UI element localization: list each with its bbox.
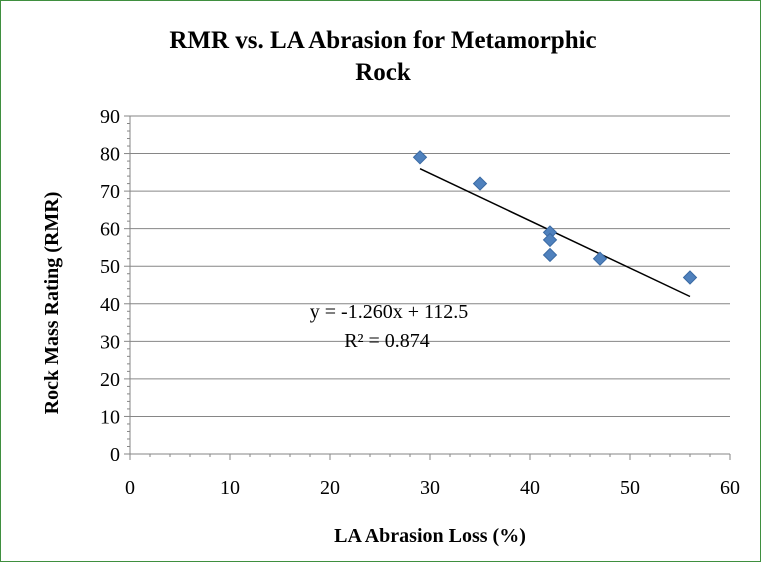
y-tick-label-0: 0 bbox=[110, 444, 120, 466]
trendline-r-squared: R² = 0.874 bbox=[344, 330, 430, 352]
data-point-3 bbox=[542, 232, 558, 248]
data-point-5 bbox=[592, 251, 608, 266]
data-point-1 bbox=[472, 176, 488, 191]
y-tick-label-9: 90 bbox=[100, 106, 120, 128]
x-tick-label-1: 10 bbox=[220, 477, 240, 499]
y-tick-label-3: 30 bbox=[100, 331, 120, 353]
x-tick-label-0: 0 bbox=[125, 477, 135, 499]
x-tick-label-4: 40 bbox=[520, 477, 540, 499]
y-tick-label-7: 70 bbox=[100, 181, 120, 203]
y-axis-label: Rock Mass Rating (RMR) bbox=[41, 192, 63, 415]
x-tick-labels: 0 10 20 30 40 50 60 bbox=[125, 477, 740, 499]
axes bbox=[124, 115, 731, 460]
y-tick-label-8: 80 bbox=[100, 144, 120, 166]
x-tick-label-5: 50 bbox=[620, 477, 640, 499]
y-tick-label-1: 10 bbox=[100, 406, 120, 428]
y-tick-label-4: 40 bbox=[100, 294, 120, 316]
chart-title-line1: RMR vs. LA Abrasion for Metamorphic bbox=[169, 27, 596, 54]
trendline-equation: y = -1.260x + 112.5 bbox=[310, 301, 468, 323]
data-points bbox=[412, 150, 698, 285]
data-point-4 bbox=[542, 247, 558, 263]
x-tick-label-6: 60 bbox=[720, 477, 740, 499]
data-point-6 bbox=[682, 270, 698, 285]
y-tick-label-2: 20 bbox=[100, 369, 120, 391]
chart-title-line2: Rock bbox=[355, 59, 411, 86]
y-tick-labels: 0 10 20 30 40 50 60 70 80 90 bbox=[100, 106, 120, 466]
y-tick-label-6: 60 bbox=[100, 219, 120, 241]
x-axis-label: LA Abrasion Loss (%) bbox=[334, 525, 526, 547]
x-tick-label-3: 30 bbox=[420, 477, 440, 499]
x-tick-label-2: 20 bbox=[320, 477, 340, 499]
y-tick-label-5: 50 bbox=[100, 256, 120, 278]
gridlines bbox=[130, 115, 730, 417]
data-point-0 bbox=[412, 150, 428, 165]
